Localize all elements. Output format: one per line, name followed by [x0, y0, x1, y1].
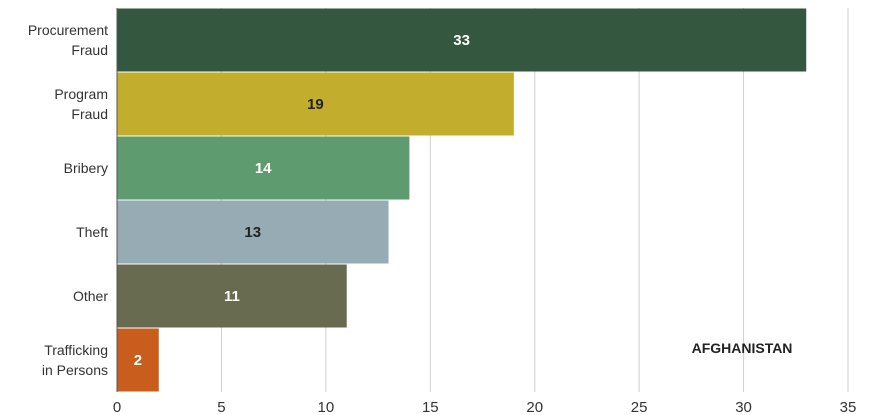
x-tick-label-30: 30 — [735, 399, 752, 415]
category-label-4: Other — [73, 288, 108, 304]
bars: 33 19 14 13 11 2 — [117, 8, 807, 392]
x-tick-label-15: 15 — [422, 399, 439, 415]
bar-value-label-4: 11 — [224, 288, 240, 305]
x-tick-label-0: 0 — [113, 399, 121, 415]
x-tick-label-20: 20 — [526, 399, 543, 415]
bar-0 — [117, 8, 807, 72]
x-tick-label-5: 5 — [217, 399, 225, 415]
category-label-5: Trafficking in Persons — [42, 342, 108, 378]
category-label-2: Bribery — [64, 160, 108, 176]
bar-2 — [117, 136, 410, 200]
x-tick-label-10: 10 — [318, 399, 335, 415]
bar-3 — [117, 200, 389, 264]
bar-1 — [117, 72, 514, 136]
x-tick-labels: 0 5 10 15 20 25 30 35 — [113, 399, 857, 415]
bar-5 — [117, 328, 159, 392]
category-label-1: Program Fraud — [54, 86, 108, 122]
category-label-3: Theft — [76, 224, 108, 240]
bar-value-label-5: 2 — [134, 352, 142, 369]
bar-value-label-3: 13 — [244, 224, 261, 241]
x-tick-label-25: 25 — [631, 399, 648, 415]
bar-4 — [117, 264, 347, 328]
bar-value-label-1: 19 — [307, 96, 324, 113]
chart-annotation: AFGHANISTAN — [692, 340, 793, 356]
grid-lines — [220, 8, 849, 392]
x-tick-label-35: 35 — [840, 399, 857, 415]
category-label-0: Procurement Fraud — [28, 22, 108, 58]
category-labels: Procurement Fraud Program Fraud Bribery Theft… — [28, 22, 108, 378]
bar-value-label-0: 33 — [453, 32, 470, 49]
bar-value-label-2: 14 — [255, 160, 272, 177]
